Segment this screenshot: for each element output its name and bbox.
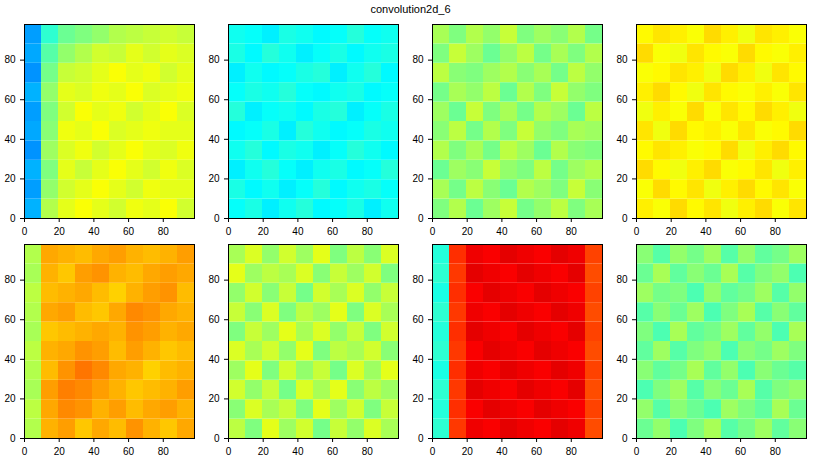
svg-text:80: 80	[362, 446, 374, 457]
svg-text:40: 40	[292, 226, 304, 237]
svg-text:40: 40	[412, 134, 424, 145]
svg-text:20: 20	[616, 173, 628, 184]
svg-text:60: 60	[412, 314, 424, 325]
svg-text:0: 0	[226, 446, 232, 457]
svg-text:0: 0	[214, 433, 220, 444]
svg-text:60: 60	[531, 446, 543, 457]
svg-text:20: 20	[54, 446, 66, 457]
svg-text:60: 60	[327, 226, 339, 237]
svg-text:20: 20	[412, 393, 424, 404]
svg-text:40: 40	[700, 226, 712, 237]
svg-text:0: 0	[22, 446, 28, 457]
svg-text:20: 20	[258, 226, 270, 237]
svg-text:0: 0	[10, 433, 16, 444]
svg-text:80: 80	[208, 274, 220, 285]
svg-text:40: 40	[616, 134, 628, 145]
svg-text:20: 20	[54, 226, 66, 237]
svg-text:20: 20	[208, 393, 220, 404]
svg-text:60: 60	[208, 314, 220, 325]
svg-text:60: 60	[616, 314, 628, 325]
svg-text:20: 20	[258, 446, 270, 457]
svg-text:20: 20	[666, 226, 678, 237]
html-text:convolution2d_6: convolution2d_6	[370, 3, 451, 15]
svg-text:80: 80	[770, 446, 782, 457]
svg-text:40: 40	[292, 446, 304, 457]
svg-text:40: 40	[208, 134, 220, 145]
svg-text:40: 40	[4, 354, 16, 365]
svg-text:40: 40	[88, 446, 100, 457]
svg-text:60: 60	[4, 94, 16, 105]
svg-text:60: 60	[616, 94, 628, 105]
svg-text:40: 40	[88, 226, 100, 237]
svg-text:80: 80	[4, 54, 16, 65]
svg-text:80: 80	[158, 446, 170, 457]
svg-text:40: 40	[700, 446, 712, 457]
svg-text:60: 60	[531, 226, 543, 237]
svg-text:0: 0	[622, 213, 628, 224]
svg-text:60: 60	[123, 446, 135, 457]
svg-text:20: 20	[616, 393, 628, 404]
svg-text:40: 40	[496, 226, 508, 237]
svg-text:20: 20	[462, 446, 474, 457]
svg-text:80: 80	[566, 226, 578, 237]
svg-text:80: 80	[616, 274, 628, 285]
svg-text:0: 0	[418, 213, 424, 224]
svg-text:60: 60	[327, 446, 339, 457]
svg-text:0: 0	[622, 433, 628, 444]
svg-text:40: 40	[208, 354, 220, 365]
svg-text:80: 80	[412, 274, 424, 285]
svg-text:0: 0	[430, 446, 436, 457]
svg-text:20: 20	[462, 226, 474, 237]
svg-text:0: 0	[430, 226, 436, 237]
svg-text:80: 80	[4, 274, 16, 285]
svg-text:60: 60	[735, 226, 747, 237]
svg-text:60: 60	[735, 446, 747, 457]
svg-text:40: 40	[616, 354, 628, 365]
svg-text:0: 0	[214, 213, 220, 224]
svg-text:60: 60	[412, 94, 424, 105]
svg-text:0: 0	[418, 433, 424, 444]
svg-text:60: 60	[4, 314, 16, 325]
svg-text:20: 20	[666, 446, 678, 457]
svg-text:20: 20	[412, 173, 424, 184]
svg-text:0: 0	[634, 226, 640, 237]
svg-text:80: 80	[158, 226, 170, 237]
svg-text:40: 40	[496, 446, 508, 457]
svg-text:0: 0	[22, 226, 28, 237]
svg-text:80: 80	[412, 54, 424, 65]
svg-text:40: 40	[412, 354, 424, 365]
svg-text:40: 40	[4, 134, 16, 145]
svg-text:60: 60	[208, 94, 220, 105]
svg-text:0: 0	[634, 446, 640, 457]
svg-text:60: 60	[123, 226, 135, 237]
svg-text:80: 80	[208, 54, 220, 65]
svg-text:80: 80	[566, 446, 578, 457]
svg-text:20: 20	[208, 173, 220, 184]
svg-text:20: 20	[4, 173, 16, 184]
svg-text:80: 80	[616, 54, 628, 65]
svg-text:20: 20	[4, 393, 16, 404]
svg-text:80: 80	[362, 226, 374, 237]
svg-text:80: 80	[770, 226, 782, 237]
svg-text:0: 0	[10, 213, 16, 224]
svg-text:0: 0	[226, 226, 232, 237]
